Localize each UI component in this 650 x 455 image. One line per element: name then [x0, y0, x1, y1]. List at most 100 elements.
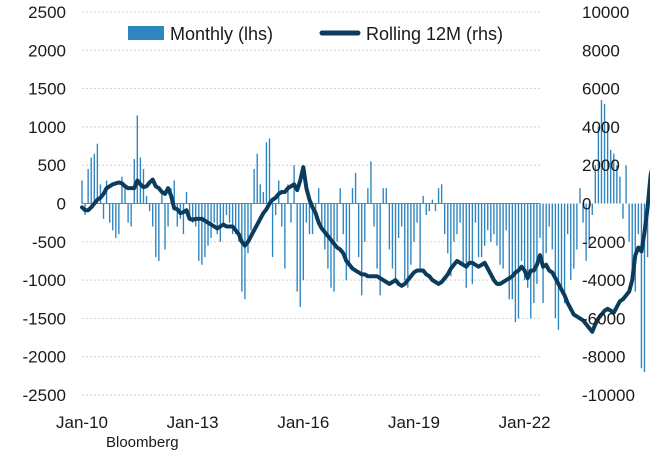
monthly-bar: [548, 203, 550, 227]
monthly-bar: [434, 203, 437, 212]
monthly-bar: [606, 123, 609, 204]
monthly-bar: [265, 142, 268, 204]
monthly-bar: [603, 103, 606, 204]
monthly-bar: [152, 203, 154, 227]
monthly-bar: [268, 138, 271, 204]
monthly-bar: [173, 180, 175, 204]
monthly-bar: [594, 165, 597, 204]
monthly-bar: [440, 184, 443, 204]
monthly-bar: [640, 203, 643, 369]
monthly-bar: [198, 203, 200, 261]
monthly-bar: [219, 203, 222, 242]
monthly-bar: [416, 203, 418, 223]
monthly-bar: [348, 203, 351, 265]
monthly-bar: [477, 203, 480, 258]
monthly-bar: [619, 176, 621, 204]
monthly-bar: [148, 203, 151, 212]
monthly-bar: [465, 203, 467, 288]
monthly-bar: [447, 203, 449, 254]
monthly-bar: [342, 203, 344, 235]
monthly-bar: [136, 115, 139, 204]
monthly-bar: [339, 188, 341, 204]
legend: Monthly (lhs) Rolling 12M (rhs): [128, 24, 503, 44]
monthly-bar: [410, 203, 412, 265]
monthly-bar: [376, 203, 378, 269]
y-right-tick-label: 6000: [582, 80, 620, 99]
y-left-tick-label: -500: [32, 233, 66, 252]
monthly-bar: [274, 203, 277, 215]
monthly-bar: [622, 203, 624, 219]
monthly-bar: [431, 199, 434, 204]
monthly-bar: [394, 203, 397, 281]
monthly-bar: [468, 203, 470, 261]
monthly-bar: [499, 203, 501, 265]
monthly-bar: [456, 203, 458, 235]
monthly-bar: [560, 203, 563, 288]
monthly-bar: [628, 203, 630, 242]
monthly-bar: [385, 188, 387, 204]
monthly-bar: [93, 153, 95, 204]
monthly-bar: [87, 169, 89, 204]
monthly-bar: [167, 203, 169, 227]
monthly-bar: [210, 203, 212, 238]
monthly-bar: [155, 203, 157, 258]
monthly-bar: [281, 203, 283, 227]
y-left-tick-label: 2000: [28, 41, 66, 60]
monthly-bar: [591, 203, 593, 215]
monthly-bar: [191, 203, 194, 223]
monthly-bar: [471, 203, 474, 284]
monthly-bar: [428, 203, 431, 212]
monthly-bar: [185, 192, 188, 204]
monthly-bar: [373, 203, 375, 227]
monthly-bar: [631, 203, 633, 281]
y-right-tick-label: -4000: [582, 271, 625, 290]
legend-swatch-monthly: [128, 26, 164, 40]
monthly-bar: [646, 203, 649, 258]
monthly-bar: [613, 153, 615, 204]
monthly-bar: [563, 203, 566, 304]
monthly-bar: [530, 203, 532, 319]
monthly-bar: [542, 203, 544, 304]
monthly-bar: [514, 203, 517, 323]
monthly-bar: [536, 203, 538, 284]
monthly-bar: [459, 203, 461, 223]
legend-label-rolling: Rolling 12M (rhs): [366, 24, 503, 44]
monthly-bar: [391, 203, 394, 269]
monthly-bar: [241, 203, 243, 292]
monthly-bar: [480, 203, 483, 258]
monthly-bar: [121, 176, 123, 204]
y-left-tick-label: -2500: [23, 386, 66, 405]
rolling-line: [80, 165, 650, 334]
y-right-tick-label: 10000: [582, 3, 629, 22]
monthly-bar: [284, 203, 286, 269]
monthly-bar: [351, 188, 354, 204]
y-right-tick-label: -10000: [582, 386, 635, 405]
monthly-bar: [311, 203, 314, 235]
monthly-bar: [450, 203, 452, 277]
y-left-tick-label: 1000: [28, 118, 66, 137]
monthly-bar: [299, 203, 301, 307]
x-tick-label: Jan-22: [499, 413, 551, 432]
monthly-bar: [483, 203, 486, 246]
x-tick-label: Jan-13: [167, 413, 219, 432]
monthly-bar: [225, 203, 228, 215]
x-tick-label: Jan-16: [277, 413, 329, 432]
monthly-bar: [388, 203, 391, 250]
monthly-bar: [487, 203, 489, 231]
monthly-bar: [527, 203, 529, 288]
monthly-bar: [130, 203, 132, 227]
y-left-tick-label: -1000: [23, 271, 66, 290]
monthly-bar: [115, 203, 117, 238]
monthly-bar: [296, 203, 298, 292]
monthly-bar: [370, 161, 372, 204]
y-right-tick-label: -8000: [582, 348, 625, 367]
monthly-bar: [474, 203, 477, 223]
monthly-bar: [576, 203, 578, 250]
monthly-bar: [321, 203, 323, 227]
monthly-bar: [235, 203, 237, 235]
monthly-bar: [222, 203, 225, 227]
monthly-bar: [379, 203, 381, 296]
y-left-tick-label: -2000: [23, 348, 66, 367]
x-tick-label: Jan-10: [56, 413, 108, 432]
